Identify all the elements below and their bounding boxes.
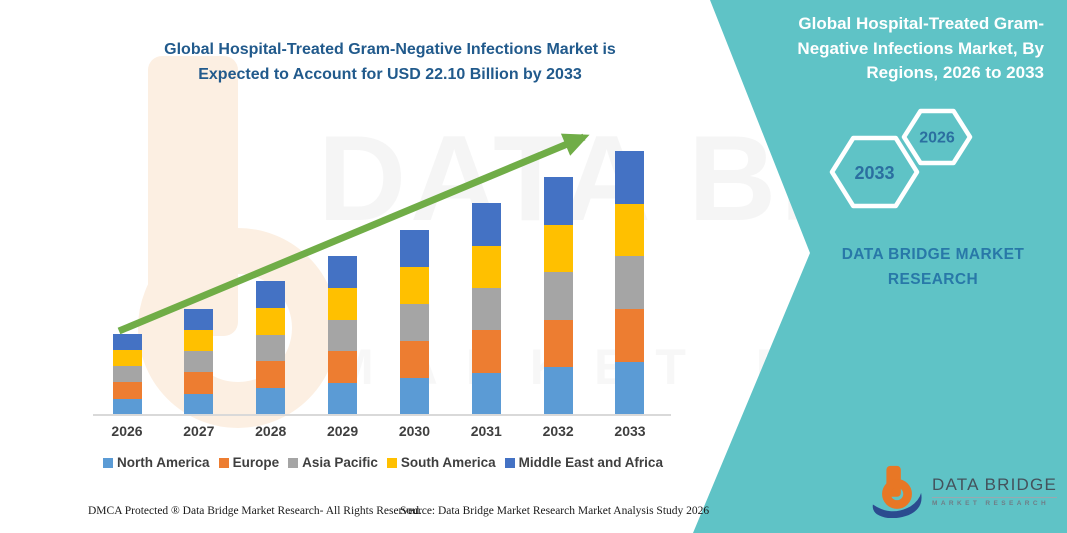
hexagon-2026 [901, 108, 973, 166]
x-axis-label-2032: 2032 [542, 423, 574, 439]
source-note: Source: Data Bridge Market Research Mark… [400, 505, 710, 517]
x-axis-line [93, 414, 671, 416]
bar-segment-middle-east-and-africa [543, 176, 573, 225]
bar-segment-south-america [184, 329, 214, 352]
bar-segment-north-america [471, 372, 501, 415]
legend-label: Middle East and Africa [518, 455, 663, 470]
bar-segment-south-america [615, 203, 645, 257]
x-axis-label-2033: 2033 [614, 423, 646, 439]
bar-segment-north-america [112, 398, 142, 415]
bar-segment-south-america [256, 307, 286, 335]
x-axis-label-2031: 2031 [470, 423, 502, 439]
right-panel-title-line: Regions, 2026 to 2033 [866, 63, 1044, 83]
legend-item-middle-east-and-africa: Middle East and Africa [504, 455, 663, 470]
x-axis-label-2028: 2028 [255, 423, 287, 439]
bar-segment-europe [543, 319, 573, 368]
bar-segment-middle-east-and-africa [615, 150, 645, 204]
right-panel-title-line: Global Hospital-Treated Gram- [798, 14, 1044, 33]
legend-item-north-america: North America [103, 455, 210, 470]
brand-text-line: RESEARCH [887, 271, 979, 289]
bar-segment-north-america [399, 377, 429, 415]
bar-2027 [184, 308, 214, 415]
bar-segment-middle-east-and-africa [112, 333, 142, 350]
bar-segment-asia-pacific [471, 287, 501, 331]
bar-2029 [328, 255, 358, 415]
x-axis-label-2026: 2026 [111, 423, 143, 439]
bar-segment-europe [328, 351, 358, 384]
bar-segment-south-america [399, 266, 429, 304]
bar-segment-asia-pacific [615, 256, 645, 310]
brand-text-line: DATA BRIDGE MARKET [841, 246, 1025, 263]
bar-segment-north-america [543, 367, 573, 415]
bar-2028 [256, 281, 286, 415]
bar-segment-europe [471, 330, 501, 373]
legend-item-europe: Europe [218, 455, 280, 470]
bar-segment-middle-east-and-africa [256, 281, 286, 308]
bar-segment-europe [256, 361, 286, 389]
bar-segment-europe [615, 309, 645, 363]
legend-item-asia-pacific: Asia Pacific [288, 455, 378, 470]
right-panel-title: Global Hospital-Treated Gram- Negative I… [760, 12, 1044, 86]
brand-text: DATA BRIDGE MARKET RESEARCH [805, 242, 1061, 292]
bar-segment-north-america [328, 383, 358, 415]
company-logo-subtext: MARKET RESEARCH [932, 497, 1057, 507]
bar-2033 [615, 150, 645, 415]
bar-segment-asia-pacific [256, 334, 286, 362]
bar-2026 [112, 333, 142, 415]
bar-segment-middle-east-and-africa [471, 203, 501, 246]
x-axis-label-2027: 2027 [183, 423, 215, 439]
chart-title-line: Global Hospital-Treated Gram-Negative In… [164, 41, 616, 58]
bar-segment-asia-pacific [184, 351, 214, 373]
legend-swatch [218, 457, 229, 468]
hexagon-2033 [829, 135, 920, 209]
legend-label: North America [117, 455, 210, 470]
x-axis-label-2030: 2030 [398, 423, 430, 439]
legend-label: South America [400, 455, 496, 470]
bar-segment-asia-pacific [328, 319, 358, 352]
bar-segment-middle-east-and-africa [399, 229, 429, 267]
bar-segment-north-america [184, 393, 214, 415]
company-logo-texts: DATA BRIDGE MARKET RESEARCH [932, 475, 1057, 507]
legend-swatch [288, 457, 299, 468]
chart-title: Global Hospital-Treated Gram-Negative In… [140, 38, 640, 88]
x-axis-label-2029: 2029 [326, 423, 359, 439]
bar-segment-middle-east-and-africa [184, 308, 214, 330]
bar-2031 [471, 203, 501, 415]
dmca-notice: DMCA Protected ® Data Bridge Market Rese… [88, 505, 422, 517]
bar-segment-asia-pacific [399, 303, 429, 341]
bar-segment-south-america [543, 224, 573, 273]
legend-label: Europe [232, 455, 280, 470]
legend-label: Asia Pacific [302, 455, 378, 470]
company-logo-icon [872, 465, 922, 518]
legend-swatch [504, 457, 515, 468]
bar-segment-north-america [256, 388, 286, 415]
company-logo-name: DATA BRIDGE [932, 475, 1057, 494]
bar-segment-europe [399, 340, 429, 378]
bar-2032 [543, 176, 573, 415]
right-panel-title-line: Negative Infections Market, By [797, 38, 1044, 58]
bar-segment-north-america [615, 362, 645, 415]
bar-segment-asia-pacific [112, 366, 142, 383]
legend-swatch [386, 457, 397, 468]
bar-segment-asia-pacific [543, 272, 573, 320]
legend-swatch [103, 457, 114, 468]
chart-legend: North America Europe Asia Pacific South Ame… [88, 455, 678, 470]
bar-segment-europe [112, 382, 142, 399]
bar-segment-middle-east-and-africa [328, 255, 358, 288]
bar-segment-south-america [471, 245, 501, 288]
year-hexagons: 2026 2033 [829, 108, 973, 209]
bar-segment-south-america [328, 287, 358, 320]
hexagon-2033-label: 2033 [854, 163, 894, 183]
chart-title-line: Expected to Account for USD 22.10 Billio… [198, 65, 582, 83]
bar-2030 [399, 229, 429, 415]
legend-item-south-america: South America [386, 455, 496, 470]
bar-segment-europe [184, 372, 214, 394]
background-logo-ring-watermark [138, 228, 338, 428]
company-logo: DATA BRIDGE MARKET RESEARCH [870, 464, 1057, 518]
hexagon-2026-label: 2026 [919, 130, 955, 147]
bar-segment-south-america [112, 349, 142, 367]
